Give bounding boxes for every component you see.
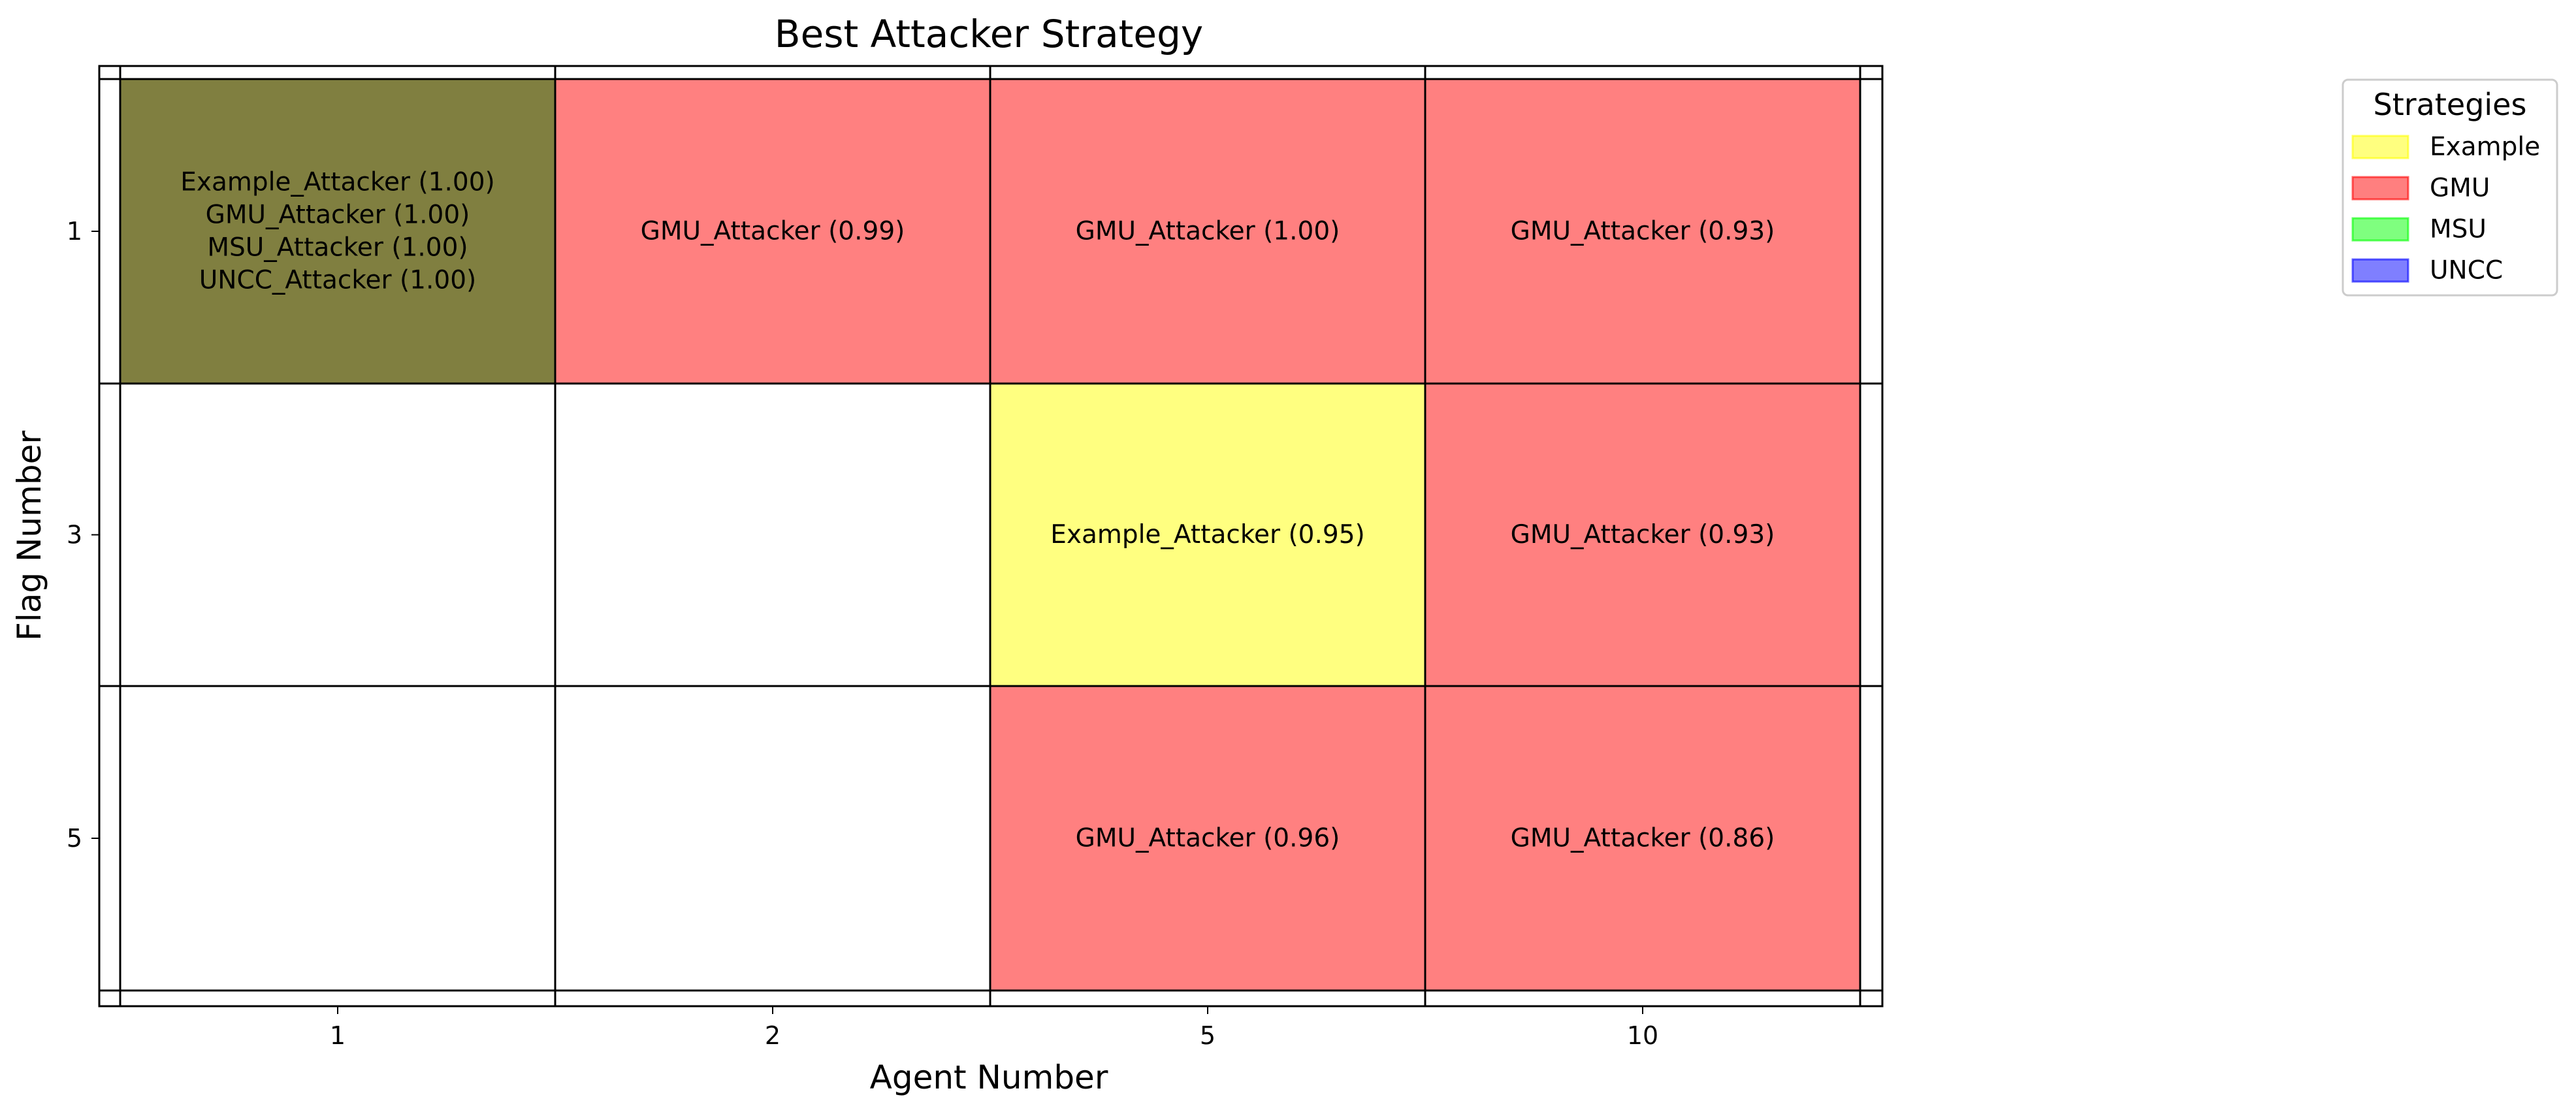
x-axis-title: Agent Number [870,1058,1108,1096]
cell-label: MSU_Attacker (1.00) [207,233,468,263]
cell-label: GMU_Attacker (0.93) [1511,520,1775,549]
y-tick-label: 5 [67,824,82,853]
y-tick-label: 1 [67,217,82,246]
cell-label: GMU_Attacker (1.00) [1076,217,1340,246]
cell-label: GMU_Attacker (0.99) [641,217,905,246]
y-tick-label: 3 [67,521,82,549]
legend-label-example: Example [2430,133,2540,162]
legend-swatch-example [2351,135,2409,159]
legend-swatch-msu [2351,217,2409,242]
legend-swatch-uncc [2351,258,2409,283]
y-axis-title: Flag Number [10,431,48,641]
legend-label-uncc: UNCC [2430,256,2503,286]
cell-label: Example_Attacker (1.00) [180,168,495,197]
legend-swatch-gmu [2351,176,2409,201]
cell-label: GMU_Attacker (1.00) [206,201,470,230]
x-tick-label: 2 [765,1021,781,1050]
heatmap-cell [119,685,556,992]
chart-title: Best Attacker Strategy [775,12,1203,56]
cell-label: GMU_Attacker (0.96) [1076,824,1340,853]
plot-area: Example_Attacker (1.00) GMU_Attacker (1.0… [98,65,1884,1008]
heatmap-cell [119,78,556,385]
legend-title: Strategies [2374,87,2527,122]
heatmap-cell [554,685,991,992]
heatmap-cell [989,685,1426,992]
legend-label-gmu: GMU [2430,174,2490,203]
cell-label: GMU_Attacker (0.86) [1511,824,1775,853]
y-axis-ticks: 1 3 5 [67,217,99,853]
heatmap-cell [119,382,556,687]
x-tick-label: 5 [1200,1021,1216,1050]
cell-label: Example_Attacker (0.95) [1050,520,1365,549]
x-axis-ticks: 1 2 5 10 [330,1006,1658,1050]
cell-label: GMU_Attacker (0.93) [1511,217,1775,246]
legend: Strategies Example GMU MSU UNCC [2342,78,2558,297]
x-tick-label: 10 [1627,1021,1658,1050]
heatmap-cell [554,382,991,687]
cell-label: UNCC_Attacker (1.00) [199,266,477,295]
legend-label-msu: MSU [2430,215,2487,244]
heatmap-cell [989,78,1426,385]
x-tick-label: 1 [330,1021,346,1050]
